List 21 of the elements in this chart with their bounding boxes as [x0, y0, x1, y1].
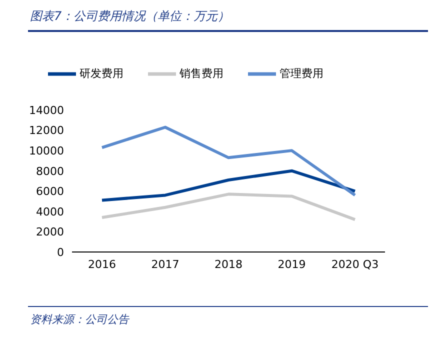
chart-title: 图表7：公司费用情况（单位：万元） [30, 8, 230, 25]
legend-label: 管理费用 [280, 67, 324, 80]
y-tick-label: 0 [57, 246, 64, 259]
y-tick-label: 4000 [36, 205, 64, 218]
legend-label: 研发费用 [80, 67, 124, 80]
x-tick-label: 2019 [278, 258, 306, 271]
y-tick-label: 6000 [36, 185, 64, 198]
x-tick-label: 2020 Q3 [331, 258, 379, 271]
line-series [100, 192, 356, 222]
x-tick-label: 2016 [88, 258, 116, 271]
y-tick-label: 14000 [29, 104, 64, 117]
x-tick-label: 2017 [151, 258, 180, 271]
y-tick-label: 10000 [29, 144, 64, 158]
x-tick-label: 2018 [214, 258, 242, 271]
text: 资料来源：公司公告 [30, 312, 129, 327]
y-tick-label: 8000 [36, 164, 64, 178]
legend-label: 销售费用 [180, 67, 224, 80]
y-tick-label: 12000 [29, 124, 64, 138]
y-tick-label: 2000 [36, 226, 64, 239]
line-series [100, 126, 356, 197]
line-series [100, 169, 356, 202]
